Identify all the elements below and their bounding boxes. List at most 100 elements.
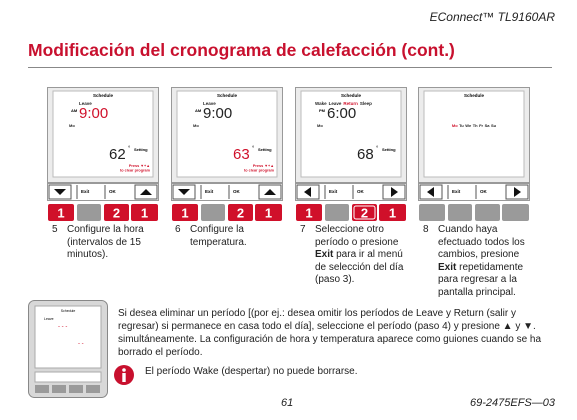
temperature: 63 [233,146,250,163]
step-number: 8 [423,224,429,235]
step-number: 7 [300,224,306,235]
key [201,204,225,221]
exit-label: Exit [452,189,461,194]
down-arrow [178,189,190,195]
key [77,204,101,221]
button-bar [418,183,530,201]
period: Leave [79,101,92,106]
warning-icon [114,365,134,385]
step-text-part: Configure la temperatura. [190,224,247,248]
right-arrow [391,187,398,197]
screen [423,90,525,178]
mini-key [35,385,49,393]
key [255,204,282,221]
degree: ° [376,146,379,152]
key [131,204,158,221]
key [104,204,129,221]
mini-period: Leave [44,317,54,321]
clear-hint: Press ▼+▲ [129,164,150,168]
thermostat: Schedule Mo Tu We Th Fr Sa Su Exit OK [418,87,530,221]
key [228,204,253,221]
doc-number: 69-2475EFS—03 [470,397,555,409]
schedule-label: Schedule [464,93,485,98]
day: Th [473,123,478,128]
exit-label: Exit [205,189,214,194]
left-arrow [304,187,311,197]
left-arrow [427,187,434,197]
screen [52,90,154,178]
up-arrow [264,189,276,195]
ok-label: OK [233,189,241,194]
key [172,204,198,221]
setting-label: Setting [382,147,396,152]
exit-label: Exit [329,189,338,194]
schedule-label: Schedule [341,93,362,98]
step-text: Configure la hora (intervalos de 15 minu… [67,224,167,262]
degree: ° [252,146,255,152]
key-label: 1 [57,206,64,221]
title: Modificación del cronograma de calefacci… [28,40,455,60]
key [475,204,500,221]
button-bar [171,183,283,201]
key [296,204,322,221]
button-bar [295,183,407,201]
time: 9:00 [79,105,108,122]
clear-hint: to clear program [244,169,275,173]
mini-key [86,385,100,393]
key-label: 1 [141,206,148,221]
warning-stem [122,373,126,382]
step-text-part: Seleccione otro período o presione [315,224,399,248]
time: 9:00 [203,105,232,122]
warning: El período Wake (despertar) no puede bor… [145,366,358,377]
up-arrow [140,189,152,195]
ampm: PM [319,108,326,113]
title-rule [28,67,552,68]
temperature: 68 [357,146,374,163]
key [379,204,406,221]
day: Tu [459,123,464,128]
step-text: Seleccione otro período o presione Exit … [315,224,415,287]
key-label: 1 [181,206,188,221]
page-number: 61 [281,397,294,409]
mini-schedule: Schedule [61,309,76,313]
day: Mo [452,123,458,128]
day: Mo [69,123,75,128]
schedule-label: Schedule [217,93,238,98]
ok-label: OK [357,189,365,194]
days: Mo Tu We Th Fr Sa Su [452,123,497,128]
clear-hint: Press ▼+▲ [253,164,274,168]
key-label: 1 [265,206,272,221]
button-bar [47,183,159,201]
step-text-part: Configure la hora (intervalos de 15 minu… [67,224,144,260]
setting-label: Setting [134,147,148,152]
mini-key [69,385,83,393]
key [448,204,472,221]
mini-screen [34,305,102,369]
right-arrow [514,187,521,197]
screen [300,90,402,178]
mini-bar [34,371,102,383]
note: Si desea eliminar un período [(por ej.: … [118,308,542,358]
down-arrow [54,189,66,195]
step-text-part: Exit [315,249,334,260]
key-label: 1 [389,206,396,221]
day: Sa [485,123,491,128]
periods: Leave [79,101,92,106]
key [502,204,529,221]
day: We [465,123,472,128]
period: Sleep [360,101,372,106]
step-text: Configure la temperatura. [190,224,290,249]
key [419,204,445,221]
temperature: 62 [109,146,126,163]
warning-dot [122,368,126,372]
step-text-part: Cuando haya efectuado todos los cambios,… [438,224,525,260]
ok-label: OK [480,189,488,194]
mini-device: Schedule Leave - - - - - [28,300,108,398]
step-text-part: para ir al menú de selección del día (pa… [315,249,404,285]
step-text: Cuando haya efectuado todos los cambios,… [438,224,538,299]
periods: Leave [203,101,216,106]
